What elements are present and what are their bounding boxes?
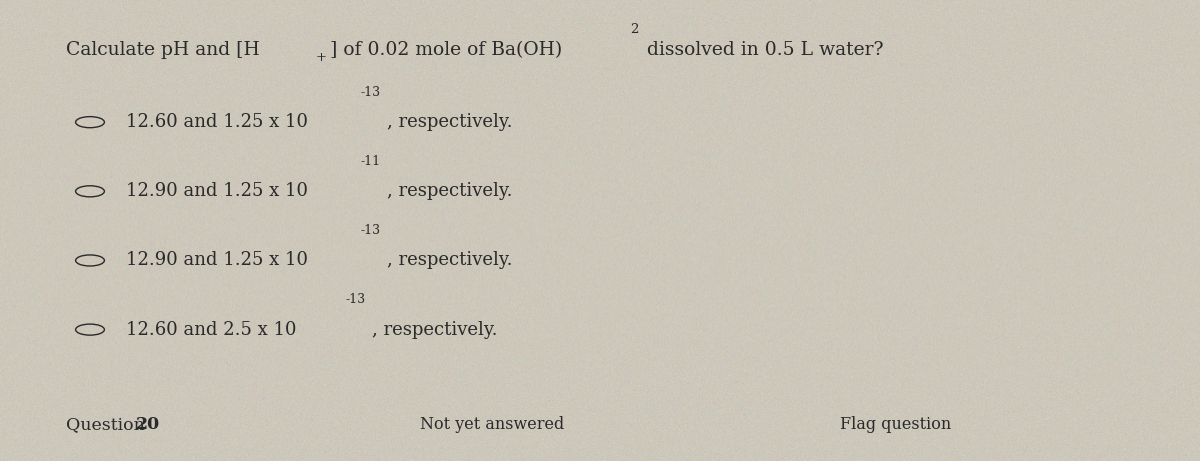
Text: 2: 2 (630, 23, 638, 36)
Text: -13: -13 (361, 86, 380, 99)
Text: Question: Question (66, 416, 150, 433)
Text: 12.90 and 1.25 x 10: 12.90 and 1.25 x 10 (126, 182, 308, 201)
Text: -13: -13 (361, 224, 380, 237)
Text: , respectively.: , respectively. (386, 182, 512, 201)
Text: Not yet answered: Not yet answered (420, 416, 564, 433)
Text: Flag question: Flag question (840, 416, 952, 433)
Text: dissolved in 0.5 L water?: dissolved in 0.5 L water? (641, 41, 883, 59)
Text: 12.90 and 1.25 x 10: 12.90 and 1.25 x 10 (126, 251, 308, 270)
Text: , respectively.: , respectively. (372, 320, 498, 339)
Text: Calculate pH and [H: Calculate pH and [H (66, 41, 259, 59)
Text: 12.60 and 2.5 x 10: 12.60 and 2.5 x 10 (126, 320, 296, 339)
Text: 12.60 and 1.25 x 10: 12.60 and 1.25 x 10 (126, 113, 308, 131)
Text: 20: 20 (136, 416, 160, 433)
Text: , respectively.: , respectively. (386, 251, 512, 270)
Text: -11: -11 (361, 155, 380, 168)
Text: , respectively.: , respectively. (386, 113, 512, 131)
Text: ] of 0.02 mole of Ba(OH): ] of 0.02 mole of Ba(OH) (330, 41, 563, 59)
Text: -13: -13 (346, 293, 366, 306)
Text: +: + (316, 51, 326, 64)
